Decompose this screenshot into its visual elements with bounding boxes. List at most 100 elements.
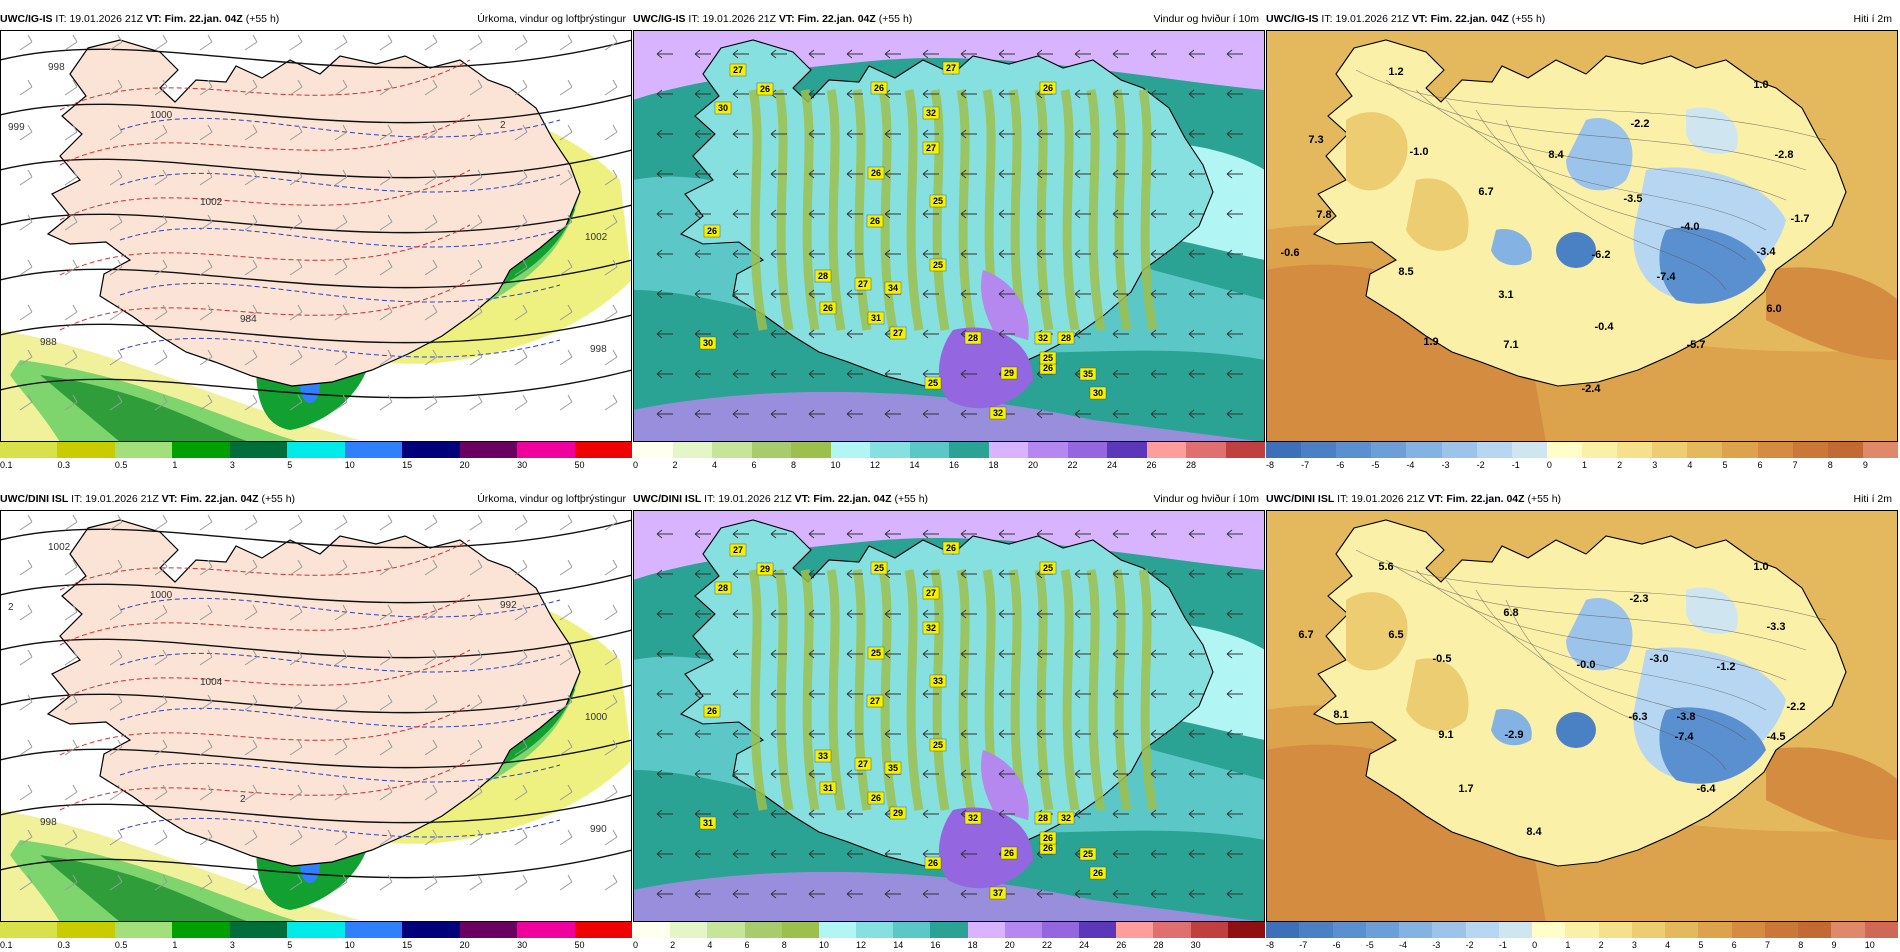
gust-label: 26 [1043, 833, 1053, 843]
wind-arrow-icon [1150, 89, 1167, 99]
wind-arrow-icon [1226, 369, 1243, 379]
wind-barb-icon [154, 349, 168, 366]
map-area[interactable]: 27 29 25 26 25 28 27 32 25 33 27 26 25 27 33 35 31 26 31 29… [633, 510, 1265, 922]
colorbar-swatch [402, 442, 461, 458]
panel-header: UWC/DINI ISL IT: 19.01.2026 21Z VT: Fim.… [633, 488, 1265, 510]
wind-arrow-icon [1150, 809, 1167, 819]
wind-barb-icon [199, 349, 213, 366]
map-area[interactable]: 1002 1000 1000 1004 998 990 2 992 2 [0, 510, 632, 922]
wind-arrow-icon [770, 889, 787, 899]
wind-barb-icon [469, 559, 483, 576]
wind-barb-icon [244, 349, 258, 366]
wind-arrow-icon [884, 129, 901, 139]
wind-barb-icon [199, 169, 213, 186]
panel-it-label: IT: [704, 493, 716, 505]
map-area[interactable]: 1.2 1.0 7.3 -1.0 8.4 -2.2 -2.8 6.7 -3.5 7.8 -4.0 -1… [1266, 30, 1898, 442]
wind-arrow-icon [694, 809, 711, 819]
wind-arrow-icon [808, 529, 825, 539]
wind-map-panel: UWC/IG-IS IT: 19.01.2026 21Z VT: Fim. 22… [633, 8, 1265, 472]
wind-arrow-icon [694, 649, 711, 659]
wind-arrow-icon [1074, 529, 1091, 539]
gust-label: 26 [870, 216, 880, 226]
wind-barb-icon [244, 559, 258, 576]
temperature-label: -2.2 [1787, 701, 1806, 713]
colorbar-tick-label: 15 [402, 460, 413, 470]
gust-label: 26 [1043, 83, 1053, 93]
wind-barb-icon [514, 829, 528, 846]
colorbar-tick-label: 14 [909, 460, 920, 470]
isobar-line [0, 39, 632, 69]
colorbar-tick-label: 5 [287, 940, 293, 950]
wind-barb-icon [64, 304, 78, 321]
temperature-label: -2.4 [1582, 383, 1602, 395]
colorbar-swatch [1186, 442, 1226, 458]
gust-label: 28 [1038, 813, 1048, 823]
wind-barb-icon [559, 874, 573, 891]
wind-arrow-icon [1226, 889, 1243, 899]
map-area[interactable]: 27 26 26 27 26 30 32 27 26 25 26 26 25 27 28 34 26 31 30 27… [633, 30, 1265, 442]
wind-barb-icon [469, 304, 483, 321]
wind-arrow-icon [694, 249, 711, 259]
temperature-legend-icon: -8 -7 -6 -5 -4 -3 -2 -1 0 1 2 3 4 5 6 7 8 9 [1266, 442, 1898, 472]
wind-barb-icon [154, 694, 168, 711]
colorbar-swatch [1406, 442, 1443, 458]
wind-barb-icon [19, 874, 33, 891]
colorbar-swatch [856, 922, 894, 938]
wind-barb-icon [379, 649, 393, 666]
wind-barb-icon [154, 604, 168, 621]
wind-barb-icon [514, 394, 528, 411]
temperature-label: 7.3 [1308, 134, 1323, 146]
gust-label: 25 [1083, 849, 1093, 859]
map-area[interactable]: 5.6 1.0 6.7 6.5 6.8 -2.3 -3.3 -0.5 -0.0 -3.0 -1.2 -… [1266, 510, 1898, 922]
wind-arrow-icon [960, 169, 977, 179]
wind-arrow-icon [1226, 569, 1243, 579]
colorbar-tick-label: -7 [1301, 460, 1310, 470]
gust-label: 25 [928, 378, 938, 388]
gust-label: 33 [818, 751, 828, 761]
wind-arrow-icon [1150, 689, 1167, 699]
wind-arrow-icon [656, 49, 673, 59]
wind-arrow-icon [694, 289, 711, 299]
pressure-label: 984 [240, 314, 257, 325]
wind-arrow-icon [1150, 569, 1167, 579]
colorbar-swatch [1441, 442, 1478, 458]
wind-barb-icon [334, 874, 348, 891]
wind-arrow-icon [1188, 329, 1205, 339]
colorbar-tick-label: 1 [172, 940, 178, 950]
wind-barb-icon [379, 514, 393, 531]
gust-badge [1079, 847, 1097, 861]
gust-badge [867, 791, 885, 805]
colorbar-tick-label: -4 [1399, 940, 1408, 950]
wind-barb-icon [424, 784, 438, 801]
wind-barb-icon [334, 829, 348, 846]
wind-barb-icon [379, 604, 393, 621]
wind-arrow-icon [922, 689, 939, 699]
wind-barb-icon [64, 874, 78, 891]
colorbar-tick-label: 1 [1582, 460, 1588, 470]
wind-barb-icon [514, 349, 528, 366]
temperature-label: -2.9 [1505, 729, 1524, 741]
wind-barb-icon [424, 124, 438, 141]
gust-label: 26 [871, 793, 881, 803]
wind-arrow-icon [998, 769, 1015, 779]
temperature-label: 1.2 [1388, 66, 1403, 78]
wind-barb-icon [109, 259, 123, 276]
wind-arrow-icon [1112, 169, 1129, 179]
wind-arrow-icon [922, 769, 939, 779]
wind-arrow-icon [1226, 409, 1243, 419]
colorbar-tick-label: -6 [1336, 460, 1345, 470]
map-area[interactable]: 998 1000 1002 1002 988 998 984 2 999 [0, 30, 632, 442]
colorbar-tick-label: -1 [1511, 460, 1520, 470]
wind-arrow-icon [922, 209, 939, 219]
wind-barb-icon [244, 394, 258, 411]
wind-barb-icon [109, 349, 123, 366]
wind-barb-icon [424, 79, 438, 96]
gust-label: 32 [1038, 333, 1048, 343]
wind-barb-icon [559, 604, 573, 621]
colorbar-swatch [114, 922, 173, 938]
wind-arrow-icon [1074, 169, 1091, 179]
colorbar-tick-label: 10 [1864, 940, 1875, 950]
wind-arrow-icon [732, 649, 749, 659]
pressure-label: 999 [8, 122, 25, 133]
temperature-label: -1.2 [1717, 661, 1736, 673]
